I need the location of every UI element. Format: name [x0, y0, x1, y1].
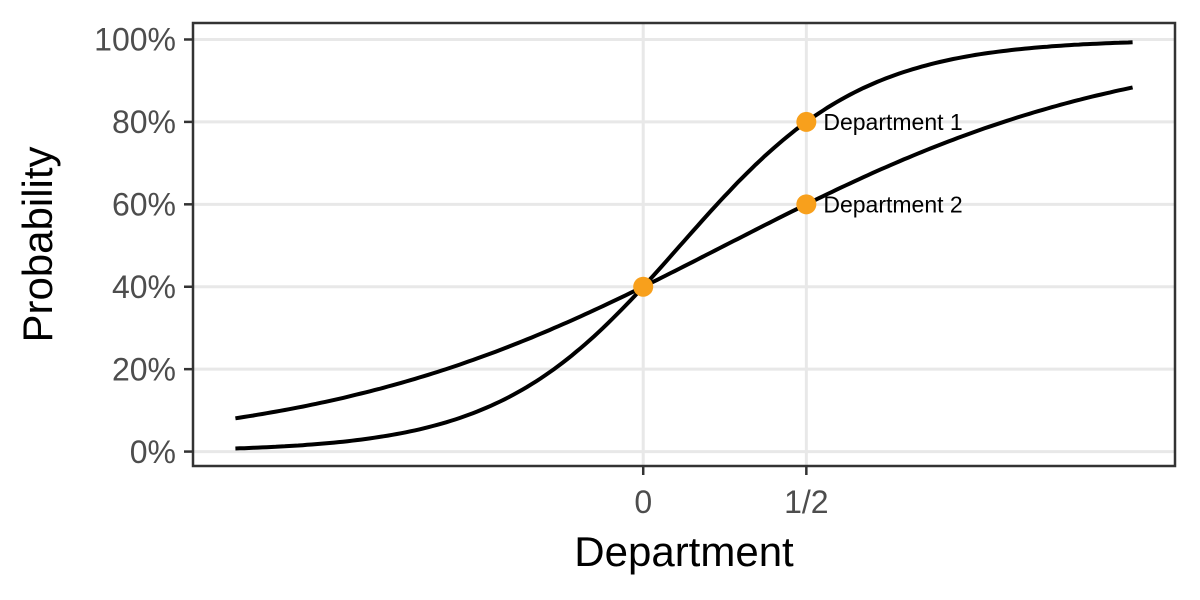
y-tick-label-60-: 60% [112, 187, 176, 223]
data-points: Department 1 Department 2 [633, 109, 963, 297]
x-tick-label-1-2: 1/2 [784, 484, 828, 520]
y-tick-label-0-: 0% [130, 434, 176, 470]
x-tick-label-0: 0 [634, 484, 652, 520]
panel-border [191, 21, 1177, 468]
y-axis-title: Probability [14, 146, 61, 342]
y-tick-label-100-: 100% [94, 22, 176, 58]
axis-ticks: 0 1/2 0% 20% 40% 60% 80% 100% [94, 22, 828, 520]
curve-department-2 [235, 85, 1134, 421]
y-tick-label-40-: 40% [112, 269, 176, 305]
y-tick-label-80-: 80% [112, 104, 176, 140]
data-point-intersection [633, 276, 654, 297]
curve-department-1 [235, 40, 1133, 451]
x-axis-title: Department [574, 528, 794, 575]
y-tick-label-20-: 20% [112, 351, 176, 387]
data-point-department-2 [796, 194, 817, 215]
data-point-department-1 [796, 111, 817, 132]
gridlines [193, 23, 1175, 466]
point-label-department-1: Department 1 [823, 109, 962, 135]
curves [235, 40, 1134, 451]
point-label-department-2: Department 2 [823, 191, 962, 217]
